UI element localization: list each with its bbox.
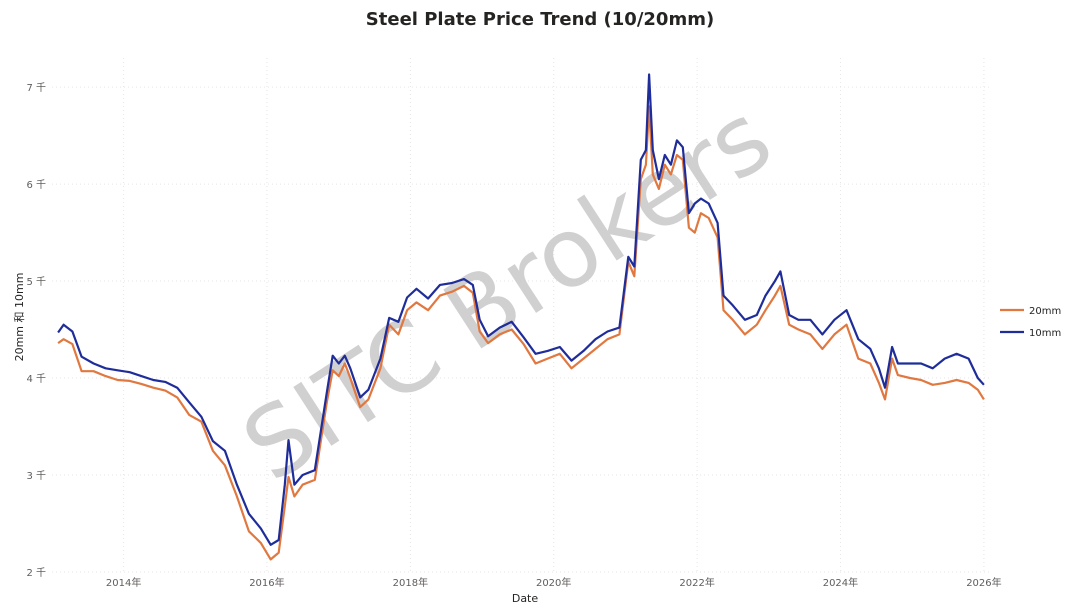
x-tick-label: 2020年 — [536, 576, 571, 589]
y-axis-ticks: 2 千 3 千 4 千 5 千 6 千 7 千 — [26, 82, 46, 579]
series-line-20mm[interactable] — [57, 105, 985, 561]
y-tick-label: 2 千 — [26, 567, 46, 579]
x-axis-title: Date — [512, 592, 539, 605]
y-axis-title: 20mm 和 10mm — [13, 273, 26, 362]
x-tick-label: 2018年 — [393, 576, 428, 589]
x-tick-label: 2014年 — [106, 576, 141, 589]
y-tick-label: 6 千 — [26, 179, 46, 191]
x-tick-label: 2026年 — [966, 576, 1001, 589]
gridlines — [52, 58, 990, 573]
x-tick-label: 2024年 — [823, 576, 858, 589]
watermark-text: SITC Brokers — [224, 81, 790, 503]
y-tick-label: 7 千 — [26, 82, 46, 94]
chart-title: Steel Plate Price Trend (10/20mm) — [365, 9, 715, 30]
x-axis-ticks: 2014年 2016年 2018年 2020年 2022年 2024年 2026年 — [106, 576, 1002, 589]
legend-label-20mm[interactable]: 20mm — [1029, 306, 1061, 317]
y-tick-label: 4 千 — [26, 373, 46, 385]
series-line-10mm[interactable] — [57, 73, 985, 546]
x-tick-label: 2022年 — [679, 576, 714, 589]
x-tick-label: 2016年 — [249, 576, 284, 589]
y-tick-label: 3 千 — [26, 470, 46, 482]
y-tick-label: 5 千 — [26, 276, 46, 288]
legend-label-10mm[interactable]: 10mm — [1029, 328, 1061, 339]
series-lines — [57, 73, 985, 561]
watermark: SITC Brokers — [224, 81, 790, 503]
legend[interactable]: 20mm 10mm — [1000, 306, 1061, 339]
